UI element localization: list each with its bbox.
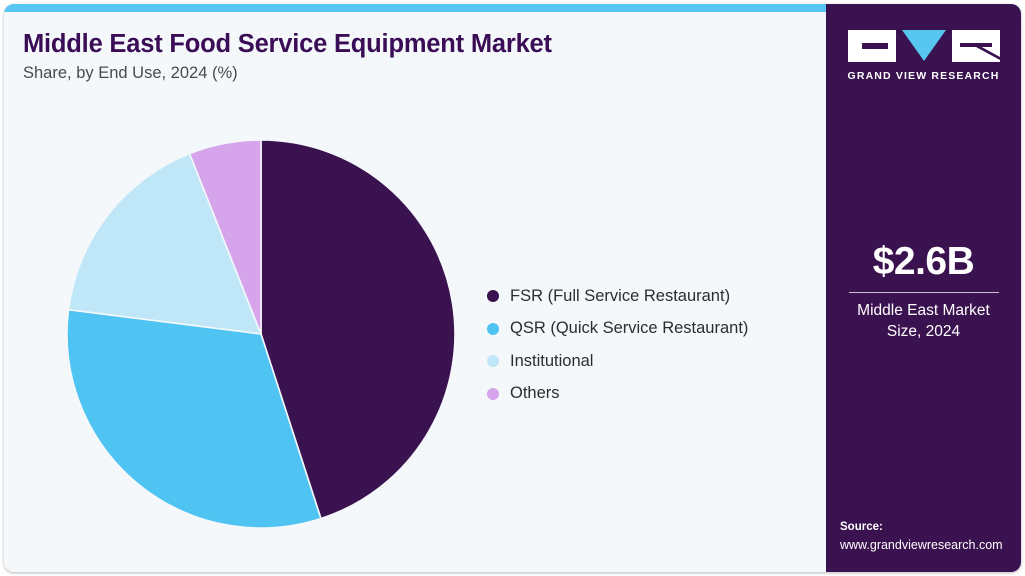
legend-swatch-qsr	[487, 322, 499, 335]
pie-slice[interactable]	[188, 139, 262, 335]
logo-letter-v-icon	[901, 30, 946, 61]
legend-swatch-institutional	[487, 355, 499, 368]
brand-sidebar: GRAND VIEW RESEARCH $2.6B Middle East Ma…	[826, 4, 1021, 572]
legend-item-fsr[interactable]: FSR (Full Service Restaurant)	[487, 280, 807, 313]
legend-swatch-others	[487, 387, 499, 400]
market-size-stat: $2.6B Middle East Market Size, 2024	[826, 240, 1021, 343]
logo-wordmark: GRAND VIEW RESEARCH	[847, 70, 1000, 82]
pie-slice[interactable]	[66, 308, 322, 529]
chart-main-area: Middle East Food Service Equipment Marke…	[4, 12, 822, 572]
legend-label-qsr: QSR (Quick Service Restaurant)	[510, 319, 749, 338]
market-size-caption-line1: Middle East Market	[857, 302, 990, 320]
source-label: Source:	[840, 520, 883, 533]
chart-card: Middle East Food Service Equipment Marke…	[4, 4, 1021, 572]
legend-label-fsr: FSR (Full Service Restaurant)	[510, 286, 731, 305]
source-url[interactable]: www.grandviewresearch.com	[840, 537, 1003, 552]
legend-item-institutional[interactable]: Institutional	[487, 345, 807, 378]
pie-slice[interactable]	[260, 139, 456, 520]
logo-letter-g-icon	[847, 30, 896, 62]
legend-item-others[interactable]: Others	[487, 378, 807, 411]
page-title: Middle East Food Service Equipment Marke…	[23, 30, 552, 58]
logo-letter-r-icon	[951, 30, 1000, 62]
logo-marks	[826, 30, 1021, 62]
stat-divider	[848, 291, 999, 294]
source-block: Source: www.grandviewresearch.com	[840, 519, 1003, 554]
legend-item-qsr[interactable]: QSR (Quick Service Restaurant)	[487, 313, 807, 346]
pie-chart	[65, 138, 457, 530]
accent-bar	[4, 4, 1021, 12]
chart-legend: FSR (Full Service Restaurant) QSR (Quick…	[487, 280, 807, 410]
market-size-value: $2.6B	[872, 240, 975, 283]
pie-slice-group	[66, 139, 456, 529]
pie-slice[interactable]	[67, 152, 263, 335]
legend-swatch-fsr	[487, 290, 499, 303]
legend-label-institutional: Institutional	[510, 351, 594, 370]
market-size-caption-line2: Size, 2024	[886, 323, 961, 341]
page-subtitle: Share, by End Use, 2024 (%)	[23, 64, 238, 82]
legend-label-others: Others	[510, 384, 560, 403]
market-size-caption: Middle East Market Size, 2024	[826, 301, 1021, 343]
brand-logo: GRAND VIEW RESEARCH	[826, 30, 1021, 82]
pie-chart-svg	[66, 139, 456, 529]
